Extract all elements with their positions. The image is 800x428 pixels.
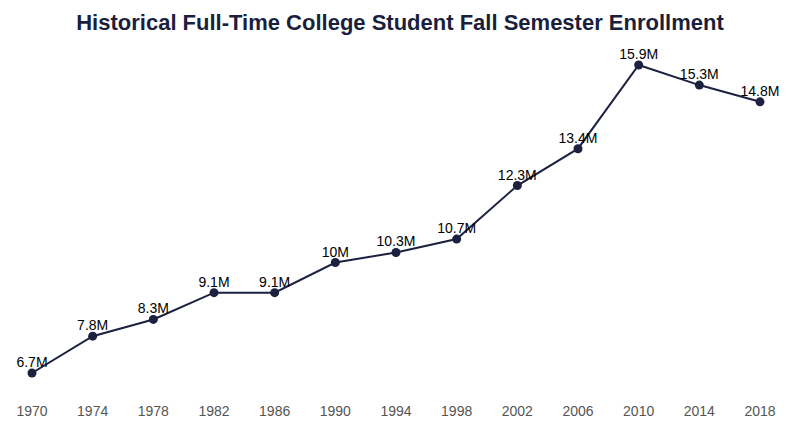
data-line [32,65,760,373]
data-label: 10M [322,244,349,260]
data-label: 10.7M [437,220,476,236]
data-label: 15.3M [680,66,719,82]
plot-marks [28,61,765,378]
x-tick-label: 2018 [744,403,775,419]
data-labels: 6.7M 7.8M 8.3M 9.1M 9.1M 10M 10.3M 10.7M 12.3M 13… [16,46,779,370]
chart-title: Historical Full-Time College Student Fal… [76,10,724,35]
data-label: 8.3M [138,300,169,316]
data-label: 9.1M [259,274,290,290]
x-tick-label: 2010 [623,403,654,419]
x-tick-label: 2006 [562,403,593,419]
data-label: 10.3M [377,233,416,249]
data-label: 13.4M [559,130,598,146]
x-tick-label: 1994 [380,403,411,419]
x-tick-label: 1990 [320,403,351,419]
x-tick-label: 1986 [259,403,290,419]
chart-svg: Historical Full-Time College Student Fal… [0,0,800,428]
x-tick-label: 2002 [502,403,533,419]
data-label: 7.8M [77,317,108,333]
x-axis: 1970 1974 1978 1982 1986 1990 1994 1998 2002 2006… [16,403,775,419]
data-label: 14.8M [741,83,780,99]
x-tick-label: 2014 [684,403,715,419]
data-label: 15.9M [619,46,658,62]
data-label: 6.7M [16,354,47,370]
x-tick-label: 1970 [16,403,47,419]
x-tick-label: 1982 [198,403,229,419]
data-label: 12.3M [498,167,537,183]
x-tick-label: 1998 [441,403,472,419]
x-tick-label: 1974 [77,403,108,419]
chart-container: Historical Full-Time College Student Fal… [0,0,800,428]
data-label: 9.1M [198,274,229,290]
x-tick-label: 1978 [138,403,169,419]
